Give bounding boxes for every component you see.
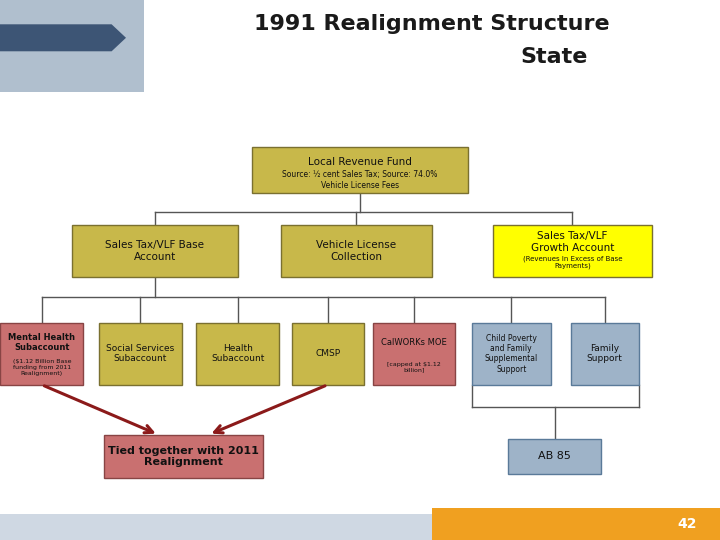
Text: Vehicle License
Collection: Vehicle License Collection	[316, 240, 397, 262]
Text: CMSP: CMSP	[315, 349, 340, 358]
FancyBboxPatch shape	[0, 514, 720, 540]
FancyBboxPatch shape	[292, 322, 364, 384]
FancyBboxPatch shape	[571, 322, 639, 384]
FancyBboxPatch shape	[472, 322, 551, 384]
Text: Child Poverty
and Family
Supplemental
Support: Child Poverty and Family Supplemental Su…	[485, 334, 538, 374]
FancyBboxPatch shape	[252, 147, 468, 193]
Text: Tied together with 2011
Realignment: Tied together with 2011 Realignment	[108, 446, 259, 467]
FancyBboxPatch shape	[373, 322, 455, 384]
FancyBboxPatch shape	[1, 322, 84, 384]
Text: Social Services
Subaccount: Social Services Subaccount	[107, 344, 174, 363]
Text: State: State	[521, 46, 588, 67]
Polygon shape	[0, 0, 144, 92]
Text: Mental Health
Subaccount: Mental Health Subaccount	[8, 333, 76, 352]
Text: Sales Tax/VLF Base
Account: Sales Tax/VLF Base Account	[105, 240, 204, 262]
Text: [capped at $1.12
billion]: [capped at $1.12 billion]	[387, 362, 441, 373]
Text: Source: ½ cent Sales Tax; Source: 74.0%
Vehicle License Fees: Source: ½ cent Sales Tax; Source: 74.0% …	[282, 171, 438, 190]
FancyBboxPatch shape	[508, 438, 601, 474]
Text: AB 85: AB 85	[538, 451, 571, 461]
Text: ($1.12 Billion Base
funding from 2011
Realignment): ($1.12 Billion Base funding from 2011 Re…	[12, 359, 71, 376]
Text: Local Revenue Fund: Local Revenue Fund	[308, 157, 412, 167]
FancyBboxPatch shape	[281, 226, 432, 276]
FancyBboxPatch shape	[104, 435, 263, 478]
FancyBboxPatch shape	[72, 226, 238, 276]
FancyBboxPatch shape	[99, 322, 181, 384]
FancyBboxPatch shape	[432, 508, 720, 540]
Text: 42: 42	[678, 517, 698, 531]
Text: CalWORKs MOE: CalWORKs MOE	[381, 338, 447, 347]
Text: Health
Subaccount: Health Subaccount	[211, 344, 264, 363]
Text: Family
Support: Family Support	[587, 344, 623, 363]
FancyBboxPatch shape	[196, 322, 279, 384]
Text: Sales Tax/VLF
Growth Account: Sales Tax/VLF Growth Account	[531, 231, 614, 253]
Text: (Revenues In Excess of Base
Payments): (Revenues In Excess of Base Payments)	[523, 255, 622, 269]
Polygon shape	[0, 24, 126, 51]
Text: 1991 Realignment Structure: 1991 Realignment Structure	[254, 14, 610, 35]
FancyBboxPatch shape	[493, 226, 652, 276]
